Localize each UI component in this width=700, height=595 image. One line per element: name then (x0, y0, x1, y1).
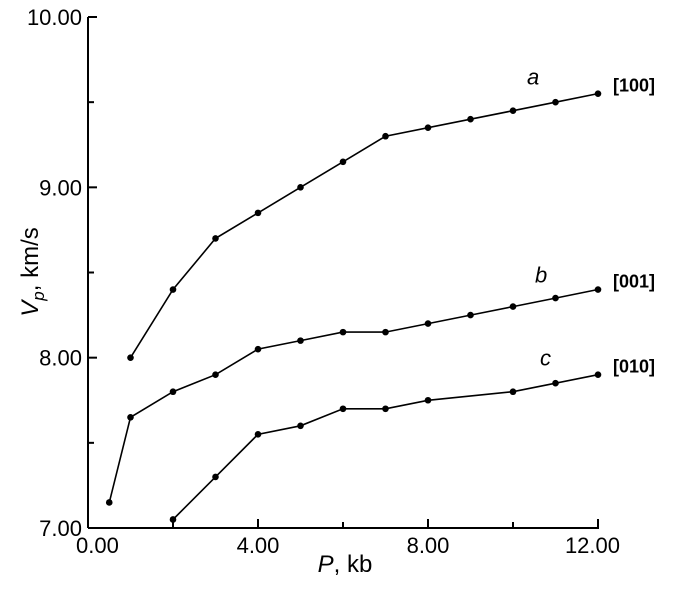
data-point (509, 303, 517, 310)
data-point (509, 388, 517, 396)
data-point (467, 311, 474, 319)
data-point (169, 516, 177, 523)
data-point (169, 286, 177, 293)
data-point (594, 371, 602, 379)
axis-ticks: 7.00 8.00 9.00 10.00 0.00 4.00 8.00 12.00 (27, 5, 620, 558)
data-point (212, 473, 219, 481)
data-point (552, 294, 559, 302)
data-point (552, 379, 559, 387)
series-letter-label: b (535, 263, 547, 288)
x-tick-label: 0.00 (76, 533, 119, 558)
data-point (467, 115, 474, 123)
x-axis-symbol: P (318, 551, 334, 578)
y-axis-unit: , km/s (17, 227, 44, 291)
series-letter-label: a (527, 65, 539, 90)
y-axis-label: Vp, km/s (17, 227, 48, 316)
x-axis-label: P, kb (318, 551, 373, 578)
data-point (297, 184, 304, 191)
y-tick-label: 9.00 (39, 175, 82, 200)
data-point (382, 405, 389, 413)
y-tick-label: 7.00 (39, 516, 82, 541)
series-c: c [010] (169, 346, 655, 523)
data-point (254, 345, 262, 353)
y-axis-subscript: p (29, 291, 48, 301)
series-line-a (129, 92, 599, 359)
data-point (212, 371, 219, 379)
plot-area: 7.00 8.00 9.00 10.00 0.00 4.00 8.00 12.00 a [100… (27, 5, 655, 558)
data-point (127, 413, 134, 421)
x-tick-label: 12.00 (565, 533, 620, 558)
y-tick-label: 8.00 (39, 346, 82, 371)
data-point (297, 337, 304, 344)
data-point (254, 209, 262, 217)
data-point (509, 107, 517, 114)
y-tick-label: 10.00 (27, 5, 82, 30)
y-axis-symbol: V (17, 299, 44, 317)
data-point (424, 396, 432, 404)
data-point (127, 354, 134, 361)
data-point (297, 422, 304, 430)
series-line-b (108, 288, 599, 503)
series-direction-label: [010] (613, 357, 655, 377)
x-tick-label: 4.00 (237, 533, 280, 558)
x-tick-label: 8.00 (407, 533, 450, 558)
data-point (339, 405, 347, 413)
data-point (594, 286, 602, 293)
series-line-c (172, 373, 599, 521)
series-letter-label: c (540, 346, 551, 371)
data-point (254, 431, 262, 438)
data-point (424, 124, 432, 132)
series-b: b [001] (105, 263, 655, 506)
data-point (339, 158, 347, 166)
data-point (382, 328, 389, 336)
data-point (594, 90, 602, 97)
data-point (339, 328, 347, 336)
data-point (212, 235, 219, 242)
series-layer: a [100] b [001] c [010] (105, 65, 655, 523)
data-point (552, 98, 559, 106)
data-point (169, 388, 177, 396)
data-point (105, 499, 113, 506)
series-direction-label: [001] (613, 272, 655, 292)
data-point (424, 320, 432, 327)
series-direction-label: [100] (613, 76, 655, 96)
data-point (382, 132, 389, 140)
x-axis-unit: , kb (334, 551, 373, 578)
series-a: a [100] (127, 65, 655, 361)
